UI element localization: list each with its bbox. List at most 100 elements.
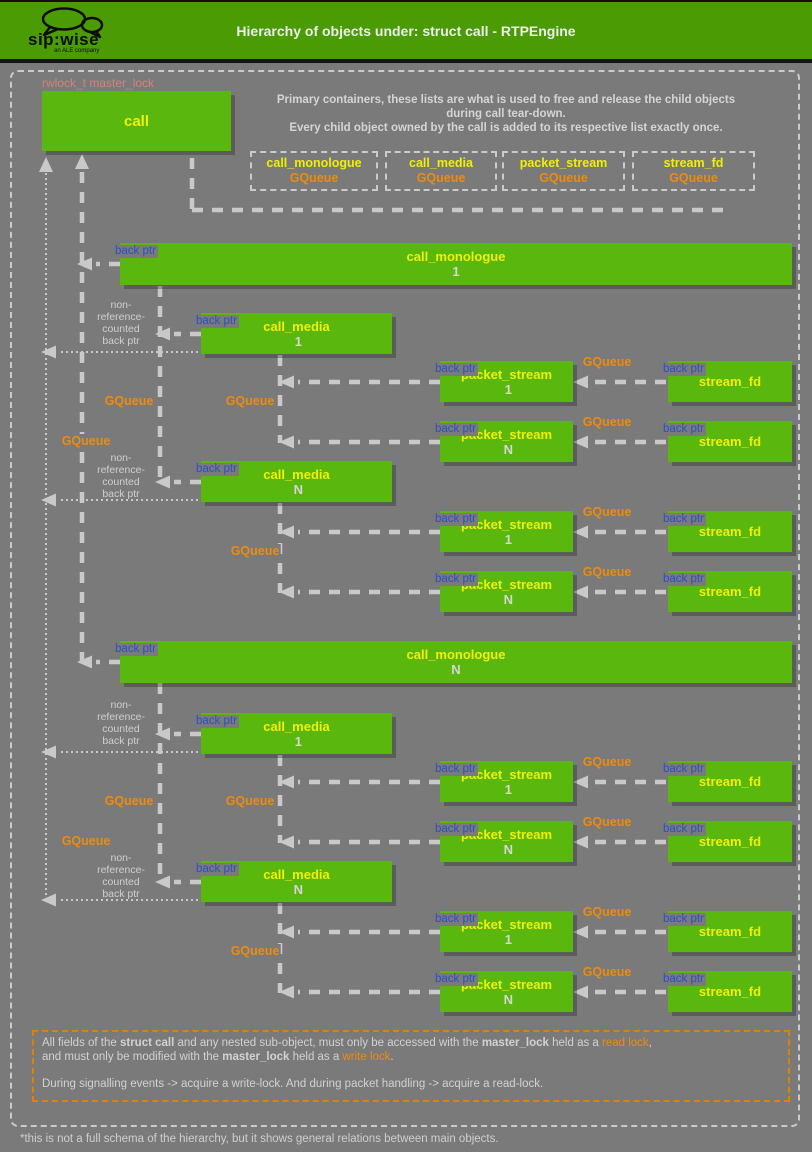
gqueue-label: GQueue	[581, 415, 633, 429]
non-ref-line: reference-	[97, 464, 145, 476]
non-ref-line: counted	[102, 476, 140, 488]
box-label: stream_fd	[698, 374, 762, 389]
queue-box-type: GQueue	[416, 171, 466, 185]
gqueue-label: GQueue	[60, 434, 112, 448]
gqueue-label: GQueue	[224, 394, 276, 408]
non-ref-back-ptr-label: non-reference-counted back ptr	[97, 699, 145, 747]
notes-line: During signalling events -> acquire a wr…	[42, 1078, 780, 1092]
box-label: packet_stream	[460, 576, 553, 592]
non-ref-back-ptr-label: non-reference-counted back ptr	[97, 452, 145, 500]
box-suffix: 1	[452, 264, 460, 279]
gqueue-label: GQueue	[224, 794, 276, 808]
box-label: call_media	[263, 318, 330, 334]
intro-text: Primary containers, these lists are what…	[250, 93, 762, 135]
box-call_monologue-1: call_monologue 1	[120, 243, 792, 285]
gqueue-label: GQueue	[581, 755, 633, 769]
box-suffix: 1	[501, 781, 512, 797]
back-ptr-label: back ptr	[661, 973, 706, 986]
emphasized-text: struct call	[119, 1037, 175, 1049]
queue-box-stream_fd: stream_fd GQueue	[632, 151, 755, 191]
back-ptr-label: back ptr	[194, 863, 239, 876]
non-ref-back-ptr-label: non-reference-counted back ptr	[97, 299, 145, 347]
box-label: stream_fd	[698, 584, 762, 599]
back-ptr-label: back ptr	[433, 973, 478, 986]
gqueue-label: GQueue	[229, 944, 281, 958]
queue-box-name: call_media	[409, 156, 473, 170]
box-suffix: N	[500, 591, 513, 607]
box-call_media-1a: call_media 1	[201, 313, 392, 354]
box-stream_fd-3a: stream_fd	[668, 511, 792, 552]
speech-bubbles-icon	[41, 7, 104, 39]
notes-text: held as a	[548, 1037, 603, 1049]
diagram-frame	[10, 70, 800, 1127]
non-ref-line: back ptr	[102, 735, 140, 747]
box-label: packet_stream	[460, 916, 553, 932]
notes-text: and must only be modified with the	[42, 1050, 223, 1063]
back-ptr-label: back ptr	[433, 573, 478, 586]
notes-line: All fields of the struct call and any ne…	[42, 1037, 780, 1051]
non-ref-line: non-	[110, 299, 132, 311]
box-stream_fd-1a: stream_fd	[668, 361, 792, 402]
gqueue-label: GQueue	[103, 794, 155, 808]
box-label: packet_stream	[460, 826, 553, 842]
non-ref-line: reference-	[97, 311, 145, 323]
back-ptr-label: back ptr	[194, 315, 239, 328]
box-label: stream_fd	[698, 984, 762, 999]
logo-text: sip:wise	[28, 30, 100, 49]
box-suffix: N	[290, 481, 303, 497]
box-label: stream_fd	[698, 434, 762, 449]
box-label: stream_fd	[698, 924, 762, 939]
gqueue-label: GQueue	[60, 834, 112, 848]
box-suffix: 1	[291, 733, 302, 749]
box-label: packet_stream	[460, 426, 553, 442]
queue-box-type: GQueue	[289, 171, 339, 185]
queue-box-name: call_monologue	[266, 156, 362, 170]
box-stream_fd-4a: stream_fd	[668, 571, 792, 612]
emphasized-text: master_lock	[481, 1037, 549, 1049]
logo-subtext: an ALE company	[54, 48, 100, 54]
back-ptr-label: back ptr	[113, 245, 158, 258]
non-ref-line: back ptr	[102, 888, 140, 900]
non-ref-line: non-	[110, 452, 132, 464]
box-suffix: N	[500, 441, 513, 457]
box-label: call_monologue	[406, 647, 506, 662]
queue-box-name: stream_fd	[663, 156, 724, 170]
intro-line: Every child object owned by the call is …	[289, 122, 723, 134]
back-ptr-label: back ptr	[433, 913, 478, 926]
box-label: packet_stream	[460, 766, 553, 782]
locking-notes: All fields of the struct call and any ne…	[32, 1030, 790, 1102]
notes-text: held as a	[289, 1050, 343, 1063]
rwlock-label: rwlock_t master_lock	[42, 76, 155, 90]
notes-text: and any nested sub-object, must only be …	[174, 1037, 482, 1049]
lock-type-text: read lock	[602, 1037, 649, 1049]
back-ptr-label: back ptr	[194, 715, 239, 728]
box-label: call_monologue	[406, 249, 506, 264]
non-ref-line: reference-	[97, 711, 145, 723]
queue-box-packet_stream: packet_stream GQueue	[502, 151, 625, 191]
non-ref-line: counted	[102, 876, 140, 888]
non-ref-line: non-	[110, 699, 132, 711]
box-suffix: 1	[501, 531, 512, 547]
queue-box-type: GQueue	[539, 171, 588, 185]
queue-box-name: packet_stream	[519, 156, 608, 170]
box-suffix: 1	[501, 381, 512, 397]
box-suffix: N	[451, 662, 461, 677]
intro-line: during call tear-down.	[446, 108, 566, 120]
notes-text: .	[390, 1050, 394, 1063]
gqueue-label: GQueue	[581, 905, 633, 919]
box-label: packet_stream	[460, 976, 553, 992]
non-ref-line: back ptr	[102, 335, 140, 347]
page-title: Hierarchy of objects under: struct call …	[236, 23, 576, 39]
box-label: call_media	[263, 866, 330, 882]
back-ptr-label: back ptr	[661, 423, 706, 436]
gqueue-label: GQueue	[581, 355, 633, 369]
box-suffix: N	[500, 991, 513, 1007]
box-suffix: 1	[291, 333, 302, 349]
non-ref-back-ptr-label: non-reference-counted back ptr	[97, 852, 145, 900]
back-ptr-label: back ptr	[433, 823, 478, 836]
box-label: call_media	[263, 466, 330, 482]
non-ref-line: non-	[110, 852, 132, 864]
emphasized-text: master_lock	[222, 1050, 290, 1063]
